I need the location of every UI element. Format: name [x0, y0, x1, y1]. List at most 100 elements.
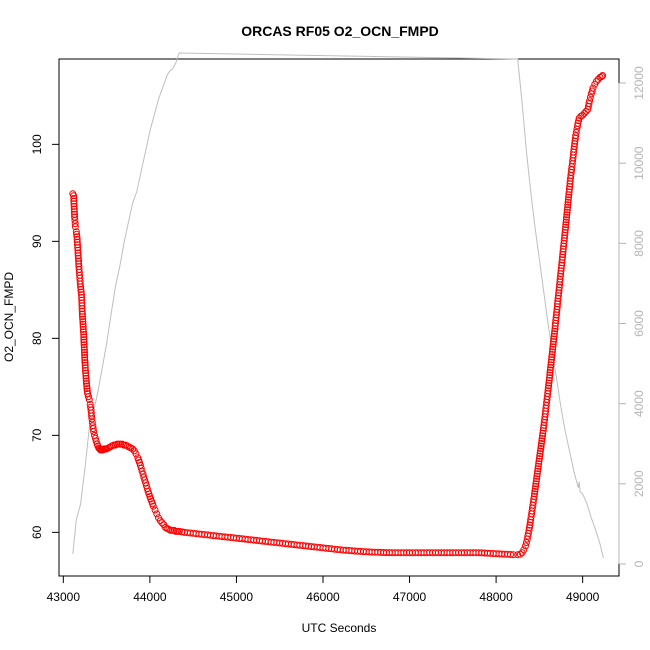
data-point	[593, 77, 600, 85]
data-point	[71, 220, 79, 228]
x-axis: 43000 44000 45000 46000 47000 48000 49000	[47, 575, 600, 604]
data-point	[81, 356, 89, 364]
secondary-series-line	[72, 52, 604, 559]
data-point	[296, 541, 304, 549]
data-point	[562, 218, 570, 226]
data-point	[565, 193, 573, 201]
data-point	[535, 455, 543, 463]
data-point	[564, 203, 572, 211]
data-point	[522, 539, 530, 546]
data-point	[536, 450, 544, 458]
data-point	[73, 235, 81, 243]
x-tick-label: 46000	[306, 590, 340, 604]
data-point	[82, 372, 90, 380]
data-point	[111, 441, 119, 449]
data-point	[83, 385, 91, 393]
data-point	[533, 470, 541, 478]
data-point	[514, 551, 522, 559]
data-point	[82, 367, 89, 374]
x-tick-label: 48000	[479, 590, 513, 604]
data-point	[543, 393, 551, 401]
data-point	[80, 338, 88, 346]
data-point	[532, 477, 540, 485]
data-point	[74, 246, 82, 254]
data-point	[331, 545, 338, 553]
data-point	[571, 137, 579, 145]
data-point	[71, 213, 79, 221]
data-point	[156, 517, 164, 525]
data-point	[566, 180, 574, 188]
data-point	[82, 369, 90, 377]
data-point	[162, 524, 169, 531]
data-point	[548, 348, 556, 356]
data-point	[123, 442, 131, 450]
data-point	[81, 351, 89, 359]
x-tick-label: 47000	[393, 590, 427, 604]
y-tick-label: 70	[30, 428, 44, 442]
data-point	[79, 325, 87, 333]
data-point	[539, 432, 546, 440]
data-point	[158, 519, 166, 527]
data-point	[538, 437, 546, 445]
data-point	[534, 462, 542, 470]
data-point	[80, 346, 88, 354]
data-point	[218, 533, 226, 541]
data-point	[579, 111, 587, 119]
data-point	[586, 93, 594, 101]
data-point	[529, 498, 537, 506]
data-point	[125, 443, 133, 451]
data-point	[547, 358, 555, 366]
data-point	[81, 364, 89, 372]
data-point	[537, 440, 545, 447]
data-point	[533, 472, 541, 480]
y-tick-label: 90	[30, 234, 44, 248]
y-axis-left: 60 70 80 90 100	[30, 134, 60, 539]
data-point	[73, 233, 81, 241]
data-point	[575, 117, 583, 125]
data-point	[599, 72, 607, 79]
data-point	[78, 305, 86, 313]
data-point	[486, 549, 494, 557]
data-point	[90, 428, 98, 435]
data-point	[417, 549, 425, 557]
y2-tick-label: 6000	[632, 310, 646, 337]
data-point	[92, 437, 100, 445]
y-tick-label: 60	[30, 525, 44, 539]
data-point	[545, 382, 553, 390]
data-point	[546, 369, 554, 377]
data-point	[79, 320, 87, 328]
plot-area-frame	[58, 58, 620, 577]
data-point	[73, 230, 81, 238]
data-point	[80, 328, 87, 336]
data-point	[227, 534, 235, 541]
data-point	[400, 549, 408, 557]
data-point	[535, 460, 543, 468]
data-point	[279, 539, 287, 547]
data-point	[526, 521, 534, 529]
data-point	[547, 364, 555, 371]
data-point	[536, 447, 544, 455]
data-point	[546, 371, 554, 379]
data-point	[547, 361, 555, 369]
data-point	[209, 532, 217, 540]
data-point	[183, 529, 191, 537]
data-point	[81, 359, 89, 367]
data-point	[129, 445, 137, 453]
data-point	[74, 249, 82, 257]
data-point	[549, 343, 557, 351]
data-point	[85, 396, 93, 403]
data-point	[534, 465, 542, 473]
data-point	[83, 380, 90, 388]
data-point	[261, 537, 269, 545]
data-point	[192, 530, 200, 538]
y2-tick-label: 8000	[632, 230, 646, 257]
data-point	[348, 547, 356, 555]
data-point	[244, 536, 252, 543]
data-point	[539, 429, 547, 437]
data-point	[80, 333, 88, 341]
data-point	[522, 542, 529, 550]
data-point	[564, 198, 572, 206]
y-tick-label: 80	[30, 331, 44, 345]
data-point	[557, 264, 565, 272]
